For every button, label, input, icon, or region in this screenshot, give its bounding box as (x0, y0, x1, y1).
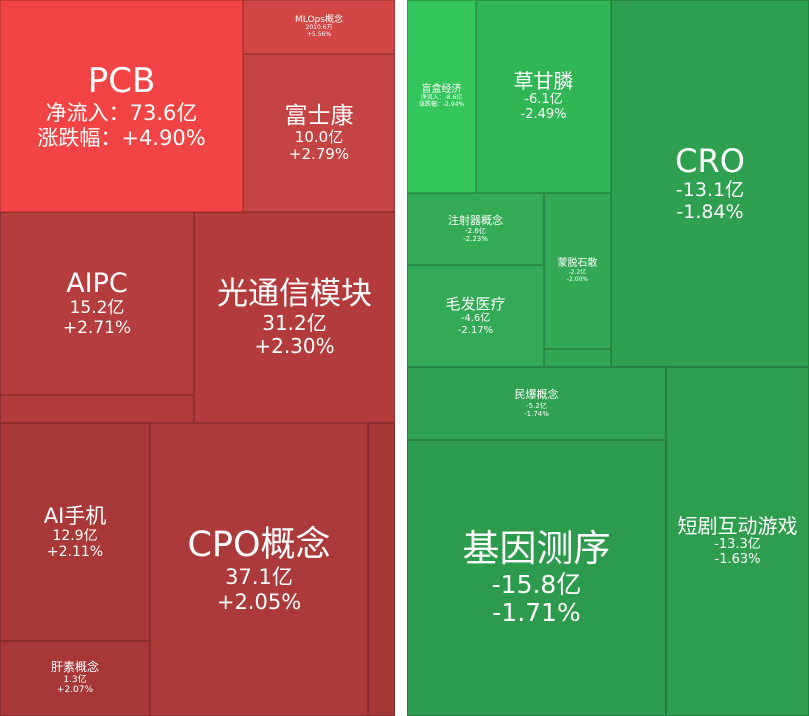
tile-value: 37.1亿 (225, 565, 293, 590)
tile-value: 10.0亿 (294, 127, 344, 146)
tile-value: +5.56% (306, 31, 332, 39)
tile-value: -1.71% (492, 598, 581, 628)
tile[interactable]: 富士康 10.0亿 +2.79% (243, 54, 395, 212)
tile-value: 15.2亿 (69, 298, 125, 319)
tile-name: 注射器概念 (448, 213, 503, 227)
tile-value: +2.30% (254, 334, 335, 359)
tile-value: -13.1亿 (675, 179, 745, 202)
tile-name: 光通信模块 (217, 275, 372, 312)
tile-value: -6.1亿 (524, 92, 563, 108)
tile[interactable] (544, 349, 611, 367)
tile-name: 盲盒经济 (421, 83, 462, 95)
tile-value: +2.07% (56, 685, 94, 696)
tile-name: 基因测序 (462, 526, 611, 570)
tile-name: CPO概念 (187, 525, 331, 566)
tile-value: -5.2亿 (526, 401, 547, 410)
tile[interactable]: AI手机 12.9亿 +2.11% (0, 423, 150, 641)
tile-name: PCB (87, 61, 156, 102)
tile[interactable] (368, 423, 395, 716)
tile-value: -1.63% (714, 552, 761, 567)
tile-value: 31.2亿 (262, 311, 327, 336)
tile[interactable] (0, 395, 194, 423)
tile-name: MLOps概念 (295, 14, 343, 25)
tile-value: +2.11% (46, 544, 104, 561)
tile-name: 民爆概念 (514, 388, 559, 402)
tile-value: -2.17% (457, 324, 494, 336)
tile-value: -1.74% (524, 409, 549, 418)
tile[interactable]: 短剧互动游戏 -13.3亿 -1.63% (666, 367, 809, 716)
tile-value: 2010.6万 (305, 24, 333, 32)
tile-value: 12.9亿 (52, 527, 98, 544)
tile[interactable]: 基因测序 -15.8亿 -1.71% (407, 440, 666, 716)
tile-value: -2.23% (463, 235, 488, 244)
tile-value: -4.6亿 (460, 313, 491, 325)
tile[interactable]: 注射器概念 -2.6亿 -2.23% (407, 193, 544, 265)
tile-value: 净流入：73.6亿 (45, 101, 198, 126)
tile-name: 肝素概念 (50, 660, 99, 675)
tile-name: 蒙脱石散 (557, 258, 598, 270)
tile[interactable]: 草甘膦 -6.1亿 -2.49% (476, 0, 611, 193)
tile-value: -2.2亿 (568, 268, 587, 276)
tile-value: +2.71% (62, 318, 132, 339)
tile-value: 涨跌幅：+4.90% (37, 125, 206, 150)
tile[interactable]: CRO -13.1亿 -1.84% (611, 0, 809, 367)
tile-value: -2.00% (566, 275, 589, 283)
tile-name: 草甘膦 (513, 69, 574, 94)
tile[interactable]: PCB 净流入：73.6亿 涨跌幅：+4.90% (0, 0, 243, 212)
tile-value: 净流入：-8.6亿 (420, 94, 463, 102)
tile-value: +2.79% (288, 145, 350, 164)
tile-value: 涨跌幅：-2.94% (418, 101, 465, 109)
tile-value: -1.84% (676, 200, 744, 223)
tile-value: -15.8亿 (491, 569, 582, 599)
tile-value: -13.3亿 (714, 537, 761, 553)
tile[interactable]: 肝素概念 1.3亿 +2.07% (0, 641, 150, 716)
tile[interactable]: MLOps概念 2010.6万 +5.56% (243, 0, 395, 54)
tile-value: -2.6亿 (465, 227, 486, 236)
tile-name: 毛发医疗 (445, 294, 506, 313)
tile[interactable]: 盲盒经济 净流入：-8.6亿 涨跌幅：-2.94% (407, 0, 476, 193)
tile-value: -2.49% (520, 107, 567, 122)
tile-name: AI手机 (43, 503, 107, 528)
tile-name: AIPC (66, 268, 128, 300)
tile-value: +2.05% (216, 589, 302, 614)
tile[interactable]: CPO概念 37.1亿 +2.05% (150, 423, 368, 716)
tile[interactable]: AIPC 15.2亿 +2.71% (0, 212, 194, 395)
tile[interactable]: 民爆概念 -5.2亿 -1.74% (407, 367, 666, 440)
tile[interactable]: 光通信模块 31.2亿 +2.30% (194, 212, 395, 423)
tile-name: 短剧互动游戏 (677, 514, 798, 539)
tile-name: 富士康 (284, 102, 354, 129)
tile-value: 1.3亿 (63, 675, 87, 686)
tile-name: CRO (675, 142, 745, 181)
tile[interactable]: 毛发医疗 -4.6亿 -2.17% (407, 265, 544, 367)
tile[interactable]: 蒙脱石散 -2.2亿 -2.00% (544, 193, 611, 349)
